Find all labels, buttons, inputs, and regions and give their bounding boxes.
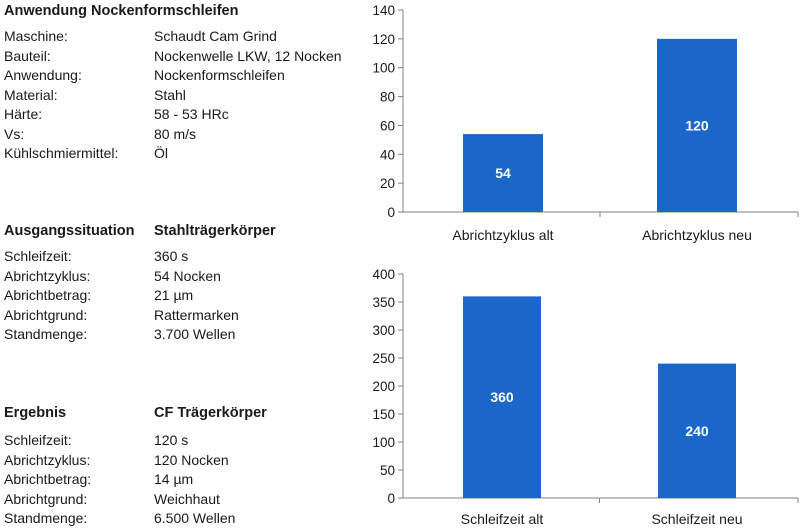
result-subtitle: CF Trägerkörper: [154, 405, 267, 421]
y-tick-label: 200: [372, 379, 395, 394]
spec-label: Standmenge:: [4, 510, 88, 526]
y-tick-label: 0: [387, 491, 395, 506]
spec-label: Abrichtzyklus:: [4, 451, 91, 468]
result-title: Ergebnis: [4, 405, 67, 421]
spec-value: Nockenwelle LKW, 12 Nocken: [154, 47, 342, 64]
spec-panel: Anwendung Nockenformschleifen Maschine: S…: [4, 0, 364, 531]
spec-value: 6.500 Wellen: [154, 510, 236, 526]
spec-label: Maschine:: [4, 28, 68, 44]
spec-value: Stahl: [154, 86, 186, 103]
y-tick-label: 0: [387, 205, 395, 220]
spec-value: 120 Nocken: [154, 451, 229, 468]
bar-data-label: 54: [495, 165, 511, 181]
x-category-label: Schleifzeit alt: [461, 511, 544, 527]
spec-label: Härte:: [4, 106, 43, 122]
y-tick-label: 100: [372, 61, 395, 76]
spec-value: 58 - 53 HRc: [154, 106, 229, 122]
spec-label: Anwendung:: [4, 67, 82, 83]
application-title: Anwendung Nockenformschleifen: [4, 3, 239, 19]
spec-value: Nockenformschleifen: [154, 67, 285, 83]
spec-value: Rattermarken: [154, 306, 239, 323]
y-tick-label: 40: [380, 147, 395, 162]
spec-label: Abrichtbetrag:: [4, 287, 92, 303]
spec-value: 3.700 Wellen: [154, 326, 236, 342]
y-tick-label: 50: [380, 463, 395, 478]
spec-value: Weichhaut: [154, 490, 220, 507]
bar-data-label: 360: [490, 389, 514, 405]
initial-subtitle: Stahlträgerkörper: [154, 223, 276, 239]
spec-value: 54 Nocken: [154, 267, 221, 284]
bar: [463, 134, 543, 212]
y-tick-label: 20: [380, 176, 395, 191]
y-tick-label: 100: [372, 435, 395, 450]
spec-label: Bauteil:: [4, 47, 51, 64]
spec-label: Vs:: [4, 125, 25, 142]
y-tick-label: 150: [372, 407, 395, 422]
spec-value: Öl: [154, 145, 168, 161]
spec-value: 120 s: [154, 432, 189, 448]
spec-value: 360 s: [154, 248, 189, 264]
spec-label: Material:: [4, 86, 58, 103]
y-tick-label: 140: [372, 3, 395, 18]
bar-data-label: 240: [685, 423, 709, 439]
y-tick-label: 250: [372, 351, 395, 366]
bar: [658, 363, 736, 498]
y-tick-label: 300: [372, 323, 395, 338]
spec-label: Abrichtzyklus:: [4, 267, 91, 284]
spec-value: 80 m/s: [154, 125, 197, 142]
y-tick-label: 350: [372, 295, 395, 310]
y-tick-label: 80: [380, 90, 395, 105]
spec-label: Standmenge:: [4, 326, 88, 342]
spec-label: Abrichtgrund:: [4, 490, 88, 507]
spec-label: Kühlschmiermittel:: [4, 145, 119, 161]
x-category-label: Abrichtzyklus alt: [452, 227, 553, 243]
bar: [657, 38, 737, 212]
spec-value: 14 µm: [154, 471, 194, 487]
y-tick-label: 400: [372, 267, 395, 282]
bar: [463, 296, 541, 498]
spec-label: Schleifzeit:: [4, 248, 72, 264]
spec-label: Abrichtgrund:: [4, 306, 88, 323]
spec-label: Schleifzeit:: [4, 432, 72, 448]
x-category-label: Schleifzeit neu: [651, 511, 742, 527]
spec-label: Abrichtbetrag:: [4, 471, 92, 487]
bar-data-label: 120: [685, 117, 709, 133]
y-tick-label: 60: [380, 118, 395, 133]
spec-value: Schaudt Cam Grind: [154, 28, 277, 44]
initial-title: Ausgangssituation: [4, 223, 135, 239]
x-category-label: Abrichtzyklus neu: [642, 227, 752, 243]
spec-value: 21 µm: [154, 287, 194, 303]
y-tick-label: 120: [372, 32, 395, 47]
